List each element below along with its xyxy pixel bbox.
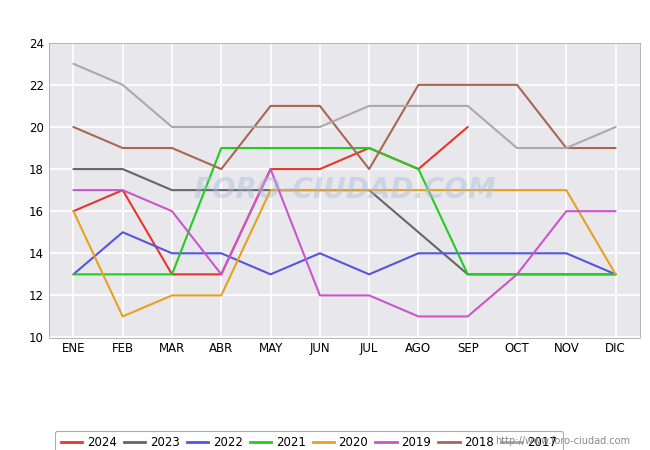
Text: Afiliados en Moríñigo a 30/9/2024: Afiliados en Moríñigo a 30/9/2024 bbox=[174, 10, 476, 28]
Legend: 2024, 2023, 2022, 2021, 2020, 2019, 2018, 2017: 2024, 2023, 2022, 2021, 2020, 2019, 2018… bbox=[55, 431, 563, 450]
Text: http://www.foro-ciudad.com: http://www.foro-ciudad.com bbox=[495, 436, 630, 446]
Text: FORO-CIUDAD.COM: FORO-CIUDAD.COM bbox=[193, 176, 496, 204]
